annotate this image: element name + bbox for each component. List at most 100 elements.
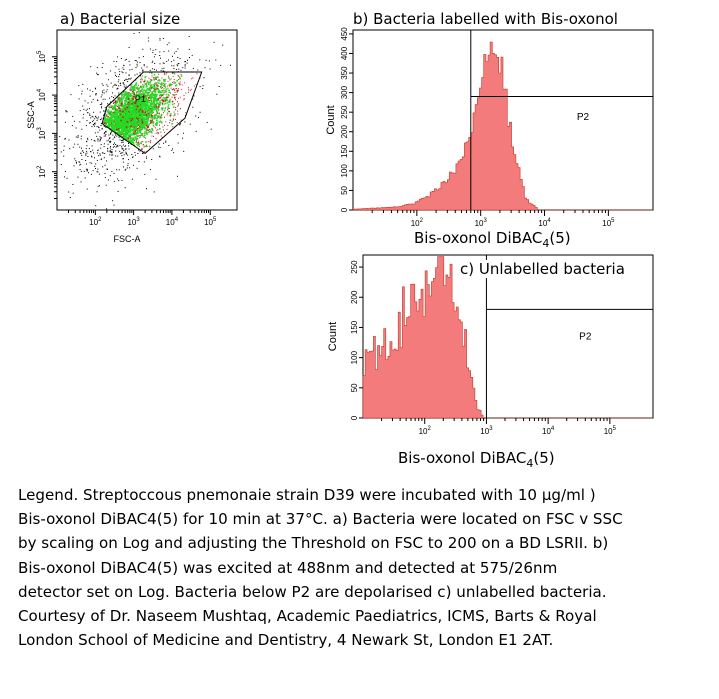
- scatter-point: [153, 73, 156, 76]
- scatter-point: [79, 110, 81, 112]
- scatter-point: [158, 121, 161, 123]
- scatter-point: [85, 160, 87, 161]
- x-tick-label-b: 103: [475, 218, 488, 228]
- scatter-point: [86, 188, 88, 190]
- scatter-point: [152, 84, 154, 86]
- legend-line: detector set on Log. Bacteria below P2 a…: [18, 582, 607, 601]
- scatter-point: [183, 150, 185, 152]
- histogram-b-xlabel: Bis-oxonol DiBAC4(5): [414, 229, 571, 250]
- scatter-point: [164, 83, 166, 85]
- scatter-point: [108, 112, 110, 114]
- scatter-point: [188, 89, 190, 91]
- scatter-point: [94, 123, 96, 124]
- scatter-point: [162, 89, 164, 92]
- scatter-point: [139, 121, 142, 123]
- scatter-point: [155, 78, 157, 80]
- scatter-point: [199, 59, 201, 61]
- scatter-point: [174, 52, 175, 54]
- scatter-point: [176, 64, 178, 66]
- scatter-point: [118, 111, 121, 114]
- scatter-point: [137, 118, 139, 120]
- scatter-point: [98, 127, 100, 129]
- scatter-point: [121, 142, 123, 144]
- scatter-point: [124, 108, 127, 111]
- scatter-point: [154, 84, 156, 86]
- scatter-point: [139, 142, 141, 144]
- scatter-point: [113, 60, 115, 62]
- scatter-point: [121, 93, 123, 96]
- scatter-point: [140, 133, 143, 135]
- scatter-point: [152, 119, 154, 121]
- scatter-point: [130, 119, 132, 122]
- scatter-point: [128, 148, 130, 150]
- scatter-point: [183, 95, 185, 97]
- scatter-point: [110, 132, 112, 134]
- scatter-point: [127, 101, 130, 104]
- figure-legend: Legend. Streptoccous pnemonaie strain D3…: [18, 483, 708, 652]
- scatter-point: [161, 107, 163, 109]
- scatter-point: [132, 156, 134, 158]
- scatter-point: [125, 117, 128, 119]
- scatter-point: [164, 97, 166, 99]
- scatter-point: [139, 136, 141, 139]
- scatter-point: [148, 129, 149, 131]
- scatter-point: [104, 98, 106, 100]
- scatter-point: [112, 108, 114, 111]
- scatter-point: [131, 178, 133, 180]
- scatter-point: [157, 98, 160, 101]
- scatter-point: [127, 134, 130, 136]
- scatter-point: [94, 157, 95, 159]
- scatter-point: [144, 131, 146, 133]
- scatter-point: [72, 115, 74, 117]
- scatter-point: [132, 156, 134, 158]
- scatter-point: [166, 85, 168, 87]
- scatter-point: [141, 120, 144, 122]
- scatter-point: [123, 83, 125, 85]
- scatter-point: [103, 125, 105, 127]
- scatter-point: [80, 163, 82, 165]
- scatter-point: [110, 146, 111, 148]
- scatter-point: [119, 83, 121, 84]
- scatter-point: [150, 122, 152, 124]
- scatter-point: [127, 81, 129, 82]
- scatter-point: [117, 98, 120, 100]
- scatter-point: [148, 40, 150, 42]
- scatter-point: [120, 103, 123, 106]
- scatter-point: [146, 94, 149, 97]
- scatter-point: [152, 52, 154, 54]
- scatter-point: [128, 78, 130, 79]
- scatter-point: [137, 135, 139, 137]
- scatter-point: [132, 98, 135, 100]
- scatter-point: [108, 134, 110, 136]
- scatter-point: [140, 116, 142, 119]
- scatter-point: [193, 85, 195, 87]
- scatter-point: [136, 143, 138, 146]
- scatter-point: [112, 200, 114, 202]
- scatter-point: [128, 74, 130, 76]
- scatter-point: [66, 177, 68, 179]
- scatter-point: [112, 154, 114, 156]
- scatter-point: [178, 62, 180, 64]
- scatter-point: [151, 96, 153, 98]
- scatter-point: [153, 99, 156, 101]
- scatter-point: [133, 86, 135, 88]
- scatter-point: [108, 106, 111, 108]
- scatter-point: [74, 143, 76, 145]
- scatter-point: [116, 127, 118, 129]
- y-tick-label-b: 0: [340, 207, 349, 212]
- scatter-point: [129, 112, 132, 115]
- scatter-point: [149, 95, 151, 98]
- scatter-point: [153, 108, 155, 111]
- scatter-point: [138, 114, 141, 117]
- scatter-point: [216, 93, 218, 95]
- scatter-point: [72, 146, 74, 148]
- scatter-point: [125, 93, 128, 96]
- scatter-point: [172, 148, 173, 150]
- scatter-point: [152, 94, 155, 96]
- scatter-point: [173, 114, 176, 116]
- scatter-point: [145, 156, 147, 158]
- scatter-point: [112, 138, 114, 140]
- scatter-point: [191, 78, 193, 80]
- scatter-point: [175, 93, 177, 95]
- scatter-point: [229, 64, 231, 66]
